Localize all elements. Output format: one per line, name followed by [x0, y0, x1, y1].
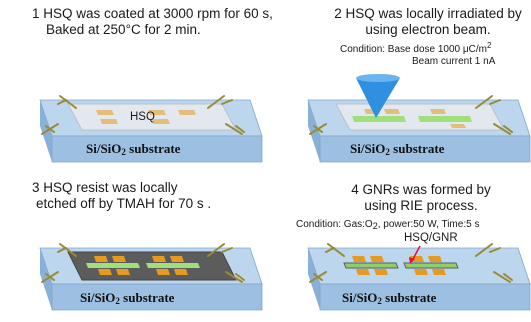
panel-3-pads [94, 256, 188, 275]
step-4-line-1: 4 GNRs was formed by [351, 182, 491, 197]
substrate-label-1-main: Si/SiO [86, 141, 122, 156]
step-2-condition-line-1: Condition: Base dose 1000 μC/m [340, 44, 487, 55]
panel-3-probes [41, 243, 245, 283]
panel-1-pads [96, 110, 196, 124]
substrate-label-3: Si/SiO2 substrate [80, 290, 174, 306]
step-2-condition: Condition: Base dose 1000 μC/m2 Beam cur… [340, 40, 495, 68]
substrate-label-2-tail: substrate [389, 141, 445, 156]
hsq-gnr-arrow [409, 245, 421, 264]
step-4-condition-sub: 2 [372, 221, 378, 231]
substrate-label-3-tail: substrate [119, 290, 175, 305]
substrate-label-1-tail: substrate [125, 141, 181, 156]
hsq-label: HSQ [130, 111, 155, 123]
substrate-label-4-tail: substrate [381, 290, 437, 305]
step-4-condition-part-1: Condition: Gas:O [296, 219, 373, 230]
substrate-label-3-main: Si/SiO [80, 290, 116, 305]
substrate-label-2-main: Si/SiO [350, 141, 386, 156]
electron-beam-cone [356, 74, 400, 118]
step-1-caption: 1 HSQ was coated at 3000 rpm for 60 s, B… [32, 6, 273, 38]
substrate-label-4: Si/SiO2 substrate [342, 290, 436, 306]
step-3-caption: 3 HSQ resist was locally etched off by T… [32, 180, 211, 212]
panel-1-probes [41, 95, 245, 135]
step-4-condition: Condition: Gas:O2, power:50 W, Time:5 s [296, 219, 479, 232]
hsq-gnr-label: HSQ/GNR [404, 232, 458, 244]
substrate-label-4-sub: 2 [377, 296, 382, 306]
panel-4-pads [352, 256, 446, 275]
substrate-label-1: Si/SiO2 substrate [86, 141, 180, 157]
panel-3-hsq-ribbons [86, 263, 200, 268]
step-2-condition-line-2: Beam current 1 nA [412, 56, 496, 67]
step-3-line-1: 3 HSQ resist was locally [32, 180, 178, 195]
step-4-caption: 4 GNRs was formed by using RIE process. [328, 182, 514, 214]
step-1-line-2: Baked at 250°C for 2 min. [46, 22, 201, 37]
panel-4-probes [309, 243, 513, 283]
step-1-line-1: 1 HSQ was coated at 3000 rpm for 60 s, [32, 6, 273, 21]
substrate-label-3-sub: 2 [115, 296, 120, 306]
step-2-line-2: using electron beam. [365, 22, 491, 37]
step-2-caption: 2 HSQ was locally irradiated by using el… [328, 6, 528, 38]
substrate-label-1-sub: 2 [121, 147, 126, 157]
panel-2-exposed-ribbons [352, 116, 472, 122]
step-3-line-2: etched off by TMAH for 70 s . [36, 196, 212, 211]
panel-2-probes [309, 95, 513, 135]
substrate-label-4-main: Si/SiO [342, 290, 378, 305]
substrate-label-2-sub: 2 [385, 147, 390, 157]
step-4-condition-part-2: , power:50 W, Time:5 s [377, 219, 480, 230]
step-2-condition-sup: 2 [486, 41, 492, 50]
substrate-label-2: Si/SiO2 substrate [350, 141, 444, 157]
panel-4-gnr-ribbons [343, 262, 459, 269]
step-2-line-1: 2 HSQ was locally irradiated by [334, 6, 522, 21]
step-4-line-2: using RIE process. [364, 198, 478, 213]
